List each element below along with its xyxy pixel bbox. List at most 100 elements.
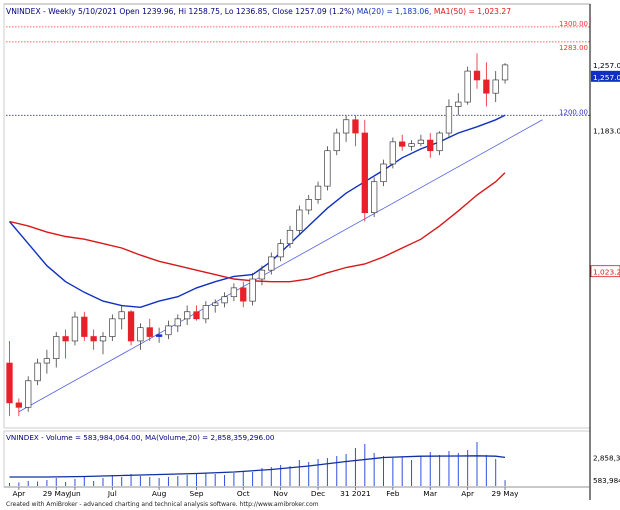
candle-4 bbox=[43, 349, 51, 374]
candle-27 bbox=[258, 265, 266, 286]
candle-body-23 bbox=[221, 296, 228, 304]
candle-35 bbox=[333, 128, 340, 156]
price-tag-1: 1,257.09 bbox=[591, 70, 620, 82]
candle-47 bbox=[445, 99, 453, 138]
candle-38 bbox=[361, 119, 368, 222]
candle-31 bbox=[296, 205, 303, 235]
candle-11 bbox=[109, 314, 116, 341]
candle-body-21 bbox=[202, 305, 210, 320]
x-label-11: Mar bbox=[423, 489, 438, 498]
price-tag-bg-1 bbox=[591, 70, 620, 82]
candle-40 bbox=[380, 159, 387, 187]
candle-body-33 bbox=[314, 185, 322, 200]
candle-42 bbox=[399, 134, 406, 151]
x-label-10: Feb bbox=[386, 489, 399, 498]
price-tag-label-3: 1,023.27 bbox=[593, 268, 620, 277]
candle-6 bbox=[62, 329, 69, 359]
candle-39 bbox=[371, 177, 378, 218]
candle-body-44 bbox=[417, 139, 425, 144]
x-label-13: 29 May bbox=[492, 489, 520, 498]
candle-body-43 bbox=[408, 143, 415, 147]
volume-pane bbox=[3, 430, 591, 488]
candle-2 bbox=[25, 376, 32, 412]
volume-ma-line bbox=[9, 455, 506, 478]
candle-32 bbox=[305, 194, 312, 215]
candle-body-4 bbox=[43, 358, 51, 364]
candle-44 bbox=[417, 134, 425, 147]
candle-12 bbox=[118, 305, 125, 330]
candle-body-36 bbox=[342, 119, 350, 134]
x-label-3: Jul bbox=[107, 489, 117, 498]
candle-18 bbox=[174, 314, 181, 333]
level-label-1: 1283.00 bbox=[559, 44, 588, 52]
price-tag-2: 1,183.06 bbox=[593, 126, 620, 135]
candle-3 bbox=[34, 358, 41, 386]
price-tag-3: 1,023.27 bbox=[590, 265, 620, 278]
candle-1 bbox=[15, 398, 22, 417]
footer-credit: Created with AmiBroker - advanced charti… bbox=[6, 501, 319, 508]
candle-body-22 bbox=[212, 302, 219, 306]
x-label-12: Apr bbox=[461, 489, 475, 498]
price-header: VNINDEX - Weekly 5/10/2021 Open 1239.96,… bbox=[6, 7, 511, 16]
candle-28 bbox=[268, 252, 275, 275]
candle-body-32 bbox=[305, 199, 312, 211]
candle-body-42 bbox=[399, 141, 406, 147]
candle-10 bbox=[99, 332, 107, 355]
candle-body-35 bbox=[333, 132, 340, 152]
candle-30 bbox=[286, 225, 294, 249]
x-label-1: 29 May bbox=[43, 489, 71, 498]
candle-body-29 bbox=[277, 243, 284, 258]
candle-body-1 bbox=[15, 402, 22, 408]
candle-body-6 bbox=[62, 336, 69, 342]
x-label-5: Sep bbox=[190, 489, 204, 498]
candle-16 bbox=[155, 327, 163, 343]
candle-43 bbox=[408, 140, 415, 151]
candle-25 bbox=[240, 281, 247, 308]
candle-9 bbox=[90, 329, 97, 350]
candle-body-9 bbox=[90, 336, 97, 342]
price-tag-0: 1,257.09 bbox=[593, 61, 620, 70]
candle-17 bbox=[165, 320, 172, 340]
candle-29 bbox=[277, 239, 284, 262]
volume-tag-0: 2,858,35 bbox=[593, 453, 620, 462]
candle-body-39 bbox=[371, 181, 378, 214]
candle-body-15 bbox=[146, 327, 153, 337]
candle-body-37 bbox=[352, 119, 359, 134]
candle-body-12 bbox=[118, 311, 125, 320]
candle-body-24 bbox=[230, 287, 238, 298]
candle-body-10 bbox=[99, 336, 107, 342]
candle-0 bbox=[6, 340, 13, 417]
x-label-4: Aug bbox=[152, 489, 167, 498]
trendline bbox=[18, 119, 543, 413]
candle-body-34 bbox=[324, 150, 331, 187]
candle-body-53 bbox=[501, 64, 509, 81]
candle-body-48 bbox=[455, 101, 462, 107]
candle-20 bbox=[193, 305, 200, 321]
candle-body-11 bbox=[109, 318, 116, 337]
candle-body-2 bbox=[25, 380, 32, 408]
candle-body-0 bbox=[6, 362, 13, 404]
candle-body-28 bbox=[268, 256, 275, 271]
candle-body-45 bbox=[427, 139, 434, 152]
candle-8 bbox=[81, 311, 88, 341]
candle-7 bbox=[71, 311, 79, 346]
candle-50 bbox=[473, 53, 481, 89]
price-tag-label-0: 1,257.09 bbox=[593, 61, 620, 70]
candle-body-16 bbox=[155, 334, 163, 337]
volume-tag-1: 583,984,0 bbox=[593, 476, 620, 485]
candle-body-18 bbox=[174, 318, 181, 327]
candle-body-19 bbox=[184, 311, 191, 320]
candle-5 bbox=[53, 332, 60, 368]
candle-body-51 bbox=[483, 79, 490, 94]
candle-body-27 bbox=[258, 269, 266, 280]
candle-body-25 bbox=[240, 287, 247, 302]
x-label-0: Apr bbox=[12, 489, 26, 498]
candle-body-47 bbox=[445, 106, 453, 134]
x-label-7: Nov bbox=[273, 489, 288, 498]
candle-52 bbox=[492, 71, 499, 103]
candle-41 bbox=[389, 137, 396, 169]
candle-23 bbox=[221, 292, 228, 308]
candle-21 bbox=[202, 301, 210, 324]
candle-46 bbox=[436, 131, 443, 156]
